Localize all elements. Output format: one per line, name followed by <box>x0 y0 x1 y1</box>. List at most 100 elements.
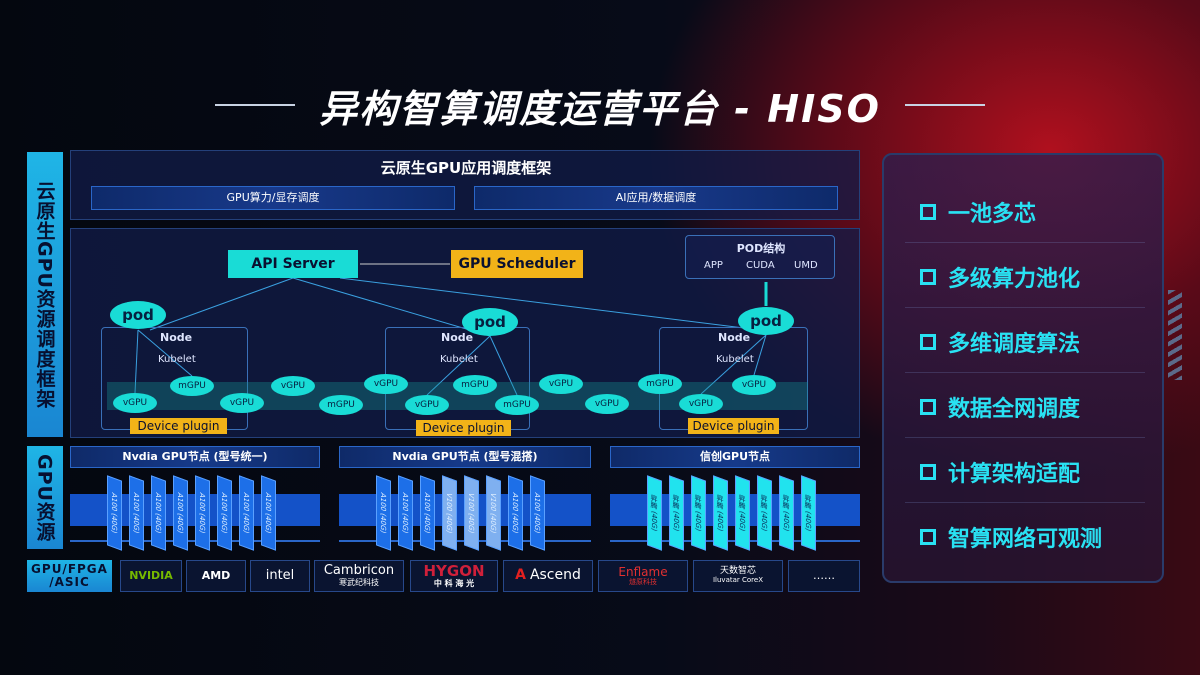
line <box>292 277 491 337</box>
gpu-card: A100 (40G) <box>530 475 545 551</box>
device-plugin-box: Device plugin <box>688 418 779 434</box>
gpu-node-title: 信创GPU节点 <box>610 446 860 468</box>
vgpu-ellipse: vGPU <box>271 376 315 396</box>
title-line-right <box>905 104 985 106</box>
gpu-card: A100 (40G) <box>508 475 523 551</box>
divider <box>905 307 1145 308</box>
vendor-hygon-logo: HYGON 中 科 海 光 <box>410 560 498 592</box>
title-line-left <box>215 104 295 106</box>
label-gpu-resources: GPU资源 <box>27 446 63 549</box>
feature-item: 多级算力池化 <box>920 261 1080 293</box>
kubelet-label: Kubelet <box>440 354 478 365</box>
gpu-card: A100 (40G) <box>261 475 276 551</box>
pod-item-app: APP <box>704 260 723 271</box>
gpu-card: A100 (40G) <box>239 475 254 551</box>
line <box>134 329 139 394</box>
gpu-card: A100 (40G) <box>151 475 166 551</box>
pod-structure-box: POD结构 APP CUDA UMD <box>685 235 835 279</box>
vendor-sub: 寒武纪科技 <box>339 577 379 587</box>
ai-data-bar: AI应用/数据调度 <box>474 186 838 210</box>
pod-item-umd: UMD <box>794 260 818 271</box>
vendor-sub: Iluvatar CoreX <box>712 576 763 585</box>
vendor-nvidia-logo: NVIDIA <box>120 560 182 592</box>
kubelet-label: Kubelet <box>158 354 196 365</box>
gpu-card: 昇腾 (40G) <box>735 475 750 551</box>
gpu-card: V100 (40G) <box>442 475 457 551</box>
framework-panel: 云原生GPU应用调度框架 GPU算力/显存调度 AI应用/数据调度 <box>70 150 860 220</box>
vgpu-ellipse: vGPU <box>732 375 776 395</box>
gpu-card: A100 (40G) <box>107 475 122 551</box>
gpu-node-title: Nvdia GPU节点 (型号混搭) <box>339 446 591 468</box>
vendor-amd-logo: AMD <box>186 560 246 592</box>
gpu-card: A100 (40G) <box>398 475 413 551</box>
vendor-name: HYGON <box>423 562 485 581</box>
line <box>489 335 518 396</box>
node-label: Node <box>160 331 193 344</box>
gpu-scheduler-box: GPU Scheduler <box>451 250 583 278</box>
gpu-card: A100 (40G) <box>376 475 391 551</box>
divider <box>905 502 1145 503</box>
vgpu-ellipse: vGPU <box>220 393 264 413</box>
line <box>339 277 761 331</box>
node-label: Node <box>441 331 474 344</box>
mgpu-ellipse: mGPU <box>453 375 497 395</box>
node-label: Node <box>718 331 751 344</box>
checkbox-icon <box>920 269 936 285</box>
pod-structure-title: POD结构 <box>736 242 786 255</box>
line <box>426 335 491 396</box>
vendor-enflame-logo: Enflame 燧原科技 <box>598 560 688 592</box>
gpu-card: 昇腾 (40G) <box>713 475 728 551</box>
feature-label: 计算架构适配 <box>948 462 1081 487</box>
pod-item-cuda: CUDA <box>746 260 775 271</box>
feature-item: 计算架构适配 <box>920 456 1080 488</box>
checkbox-icon <box>920 529 936 545</box>
mgpu-ellipse: mGPU <box>638 374 682 394</box>
vgpu-ellipse: vGPU <box>539 374 583 394</box>
feature-item: 多维调度算法 <box>920 326 1080 358</box>
label-cloud-native: 云原生GPU资源调度框架 <box>27 152 63 437</box>
gpu-card: A100 (40G) <box>173 475 188 551</box>
vendor-name: 天数智芯 <box>719 566 756 577</box>
divider <box>905 372 1145 373</box>
feature-item: 智算网络可观测 <box>920 521 1102 553</box>
feature-label: 智算网络可观测 <box>948 527 1103 552</box>
gpu-compute-bar: GPU算力/显存调度 <box>91 186 455 210</box>
feature-label: 一池多芯 <box>948 202 1037 227</box>
label-gpu-fpga-asic: GPU/FPGA /ASIC <box>27 560 112 592</box>
vendor-more: …… <box>788 560 860 592</box>
gpu-card: A100 (40G) <box>129 475 144 551</box>
divider <box>905 437 1145 438</box>
kubelet-label: Kubelet <box>716 354 754 365</box>
mgpu-ellipse: mGPU <box>319 395 363 415</box>
vendor-intel-logo: intel <box>250 560 310 592</box>
vendor-name: Ascend <box>529 567 581 584</box>
vgpu-ellipse: vGPU <box>405 395 449 415</box>
checkbox-icon <box>920 334 936 350</box>
divider <box>905 242 1145 243</box>
framework-title: 云原生GPU应用调度框架 <box>380 159 552 177</box>
ascend-icon: A <box>515 567 526 584</box>
line <box>700 334 767 395</box>
pod: pod <box>462 308 518 336</box>
gpu-card: 昇腾 (40G) <box>691 475 706 551</box>
gpu-card: V100 (40G) <box>464 475 479 551</box>
line <box>149 277 294 331</box>
feature-item: 一池多芯 <box>920 196 1036 228</box>
vendor-iluvatar-logo: 天数智芯 Iluvatar CoreX <box>693 560 783 592</box>
gpu-card: A100 (40G) <box>195 475 210 551</box>
features-panel <box>882 153 1164 583</box>
gpu-card: 昇腾 (40G) <box>669 475 684 551</box>
pod: pod <box>738 307 794 335</box>
vgpu-ellipse: vGPU <box>679 394 723 414</box>
pod: pod <box>110 301 166 329</box>
device-plugin-box: Device plugin <box>416 420 511 436</box>
vgpu-ellipse: vGPU <box>585 394 629 414</box>
feature-item: 数据全网调度 <box>920 391 1080 423</box>
checkbox-icon <box>920 464 936 480</box>
api-server-box: API Server <box>228 250 358 278</box>
vgpu-ellipse: vGPU <box>113 393 157 413</box>
feature-label: 多级算力池化 <box>948 267 1081 292</box>
vendor-cambricon-logo: Cambricon 寒武纪科技 <box>314 560 404 592</box>
device-plugin-box: Device plugin <box>130 418 227 434</box>
